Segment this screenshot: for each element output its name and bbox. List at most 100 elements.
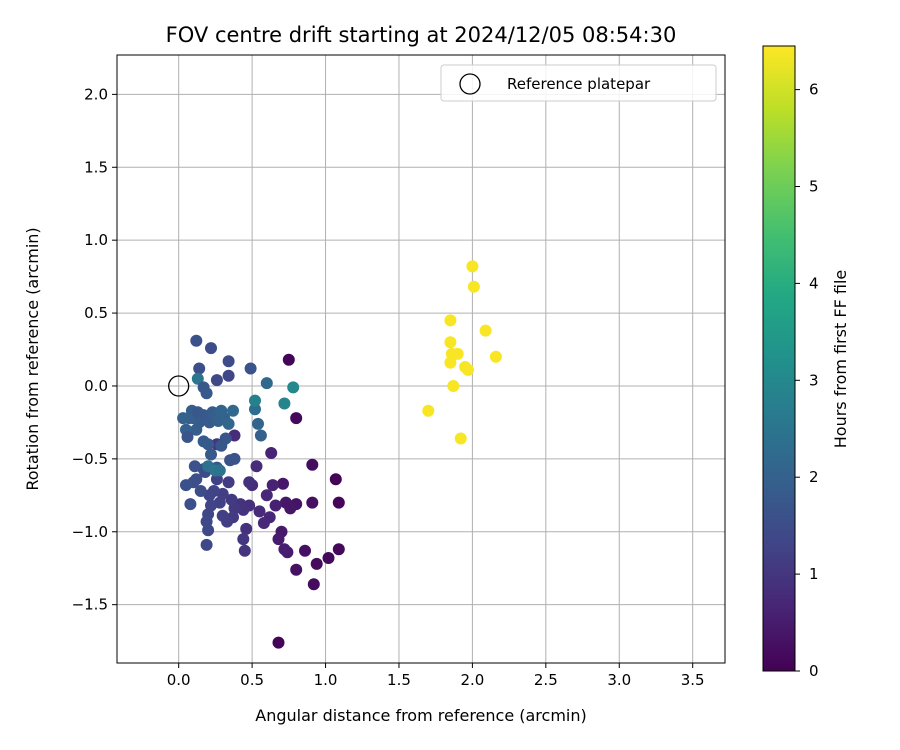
data-point <box>272 636 285 649</box>
points <box>177 260 502 649</box>
data-point <box>279 496 292 509</box>
grid <box>117 55 725 663</box>
data-point <box>227 404 239 417</box>
data-point <box>260 377 273 390</box>
data-point <box>278 397 291 410</box>
data-point <box>444 336 457 349</box>
chart-title: FOV centre drift starting at 2024/12/05 … <box>166 23 677 47</box>
plot-frame <box>116 54 726 664</box>
data-point <box>451 347 464 360</box>
data-point <box>205 342 217 355</box>
data-point <box>282 353 295 366</box>
data-point <box>191 372 204 385</box>
data-point <box>244 362 257 375</box>
data-point <box>210 374 223 387</box>
colorbar-tick-label: 4 <box>809 274 819 292</box>
data-point <box>260 489 273 502</box>
data-point <box>237 533 250 546</box>
data-point <box>489 350 502 363</box>
legend: Reference platepar <box>440 64 717 102</box>
reference-platepar-marker <box>168 375 190 397</box>
data-point <box>222 417 235 430</box>
y-tick-label: 2.0 <box>84 85 108 103</box>
data-point <box>254 429 267 442</box>
colorbar-label: Hours from first FF file <box>831 270 850 449</box>
data-point <box>249 394 261 407</box>
data-point <box>177 412 190 425</box>
data-point <box>444 314 457 327</box>
data-point <box>290 563 303 576</box>
colorbar-ticks: 0 1 2 3 4 5 6 <box>795 81 819 680</box>
data-point <box>287 381 300 394</box>
data-point <box>257 517 270 529</box>
data-point <box>213 464 226 477</box>
x-axis-label: Angular distance from reference (arcmin) <box>255 706 586 725</box>
data-point <box>332 543 345 556</box>
y-tick-label: −0.5 <box>72 450 108 468</box>
legend-label: Reference platepar <box>507 75 651 93</box>
y-tick-label: 0.5 <box>84 304 108 322</box>
data-point <box>253 505 266 518</box>
data-point <box>216 509 229 522</box>
data-point <box>240 522 253 535</box>
data-point <box>180 479 192 492</box>
data-point <box>222 476 235 489</box>
data-point <box>307 578 320 591</box>
data-point <box>215 404 228 417</box>
data-point <box>190 334 203 347</box>
data-point <box>444 356 457 369</box>
x-ticks: 0.0 0.5 1.0 1.5 2.0 2.5 3.0 3.5 <box>167 663 705 689</box>
y-ticks: −1.5 −1.0 −0.5 0.0 0.5 1.0 1.5 2.0 <box>72 85 117 614</box>
data-point <box>447 380 460 392</box>
colorbar-tick-label: 3 <box>809 371 819 389</box>
data-point <box>205 448 217 461</box>
data-point <box>466 260 479 273</box>
colorbar-gradient <box>762 45 796 672</box>
colorbar: 0 1 2 3 4 5 6 Hours from first FF file <box>762 45 850 680</box>
data-point <box>222 355 235 368</box>
colorbar-tick-label: 1 <box>809 565 819 583</box>
data-point <box>250 460 263 473</box>
data-point <box>252 417 264 430</box>
data-point <box>249 403 261 416</box>
x-tick-label: 0.5 <box>240 671 264 689</box>
data-point <box>243 476 256 489</box>
data-point <box>306 496 319 509</box>
data-point <box>332 496 345 509</box>
x-tick-label: 2.5 <box>534 671 558 689</box>
colorbar-tick-label: 0 <box>809 662 819 680</box>
y-tick-label: −1.0 <box>72 523 108 541</box>
data-point <box>200 387 213 400</box>
y-tick-label: 0.0 <box>84 377 108 395</box>
data-point <box>194 485 207 497</box>
data-point <box>215 439 228 452</box>
data-point <box>228 452 241 465</box>
data-point <box>190 423 203 436</box>
data-point <box>188 460 201 473</box>
data-point <box>238 544 251 557</box>
colorbar-tick-label: 5 <box>809 178 819 196</box>
y-tick-label: 1.5 <box>84 158 108 176</box>
x-tick-label: 1.0 <box>314 671 338 689</box>
data-point <box>184 498 197 511</box>
data-point <box>272 533 285 546</box>
data-point <box>462 363 474 376</box>
data-point <box>454 432 467 445</box>
data-point <box>306 458 319 471</box>
y-axis-label: Rotation from reference (arcmin) <box>23 227 42 490</box>
data-point <box>225 493 238 506</box>
data-point <box>278 543 291 556</box>
data-point <box>310 557 323 570</box>
data-point <box>222 369 235 382</box>
data-point <box>265 447 278 459</box>
data-point <box>277 477 289 490</box>
data-point <box>322 552 335 564</box>
data-point <box>290 412 303 425</box>
data-point <box>299 544 311 557</box>
colorbar-tick-label: 6 <box>809 81 819 99</box>
data-point <box>479 324 492 337</box>
legend-marker <box>459 73 481 95</box>
colorbar-tick-label: 2 <box>809 468 819 486</box>
data-point <box>200 538 213 551</box>
